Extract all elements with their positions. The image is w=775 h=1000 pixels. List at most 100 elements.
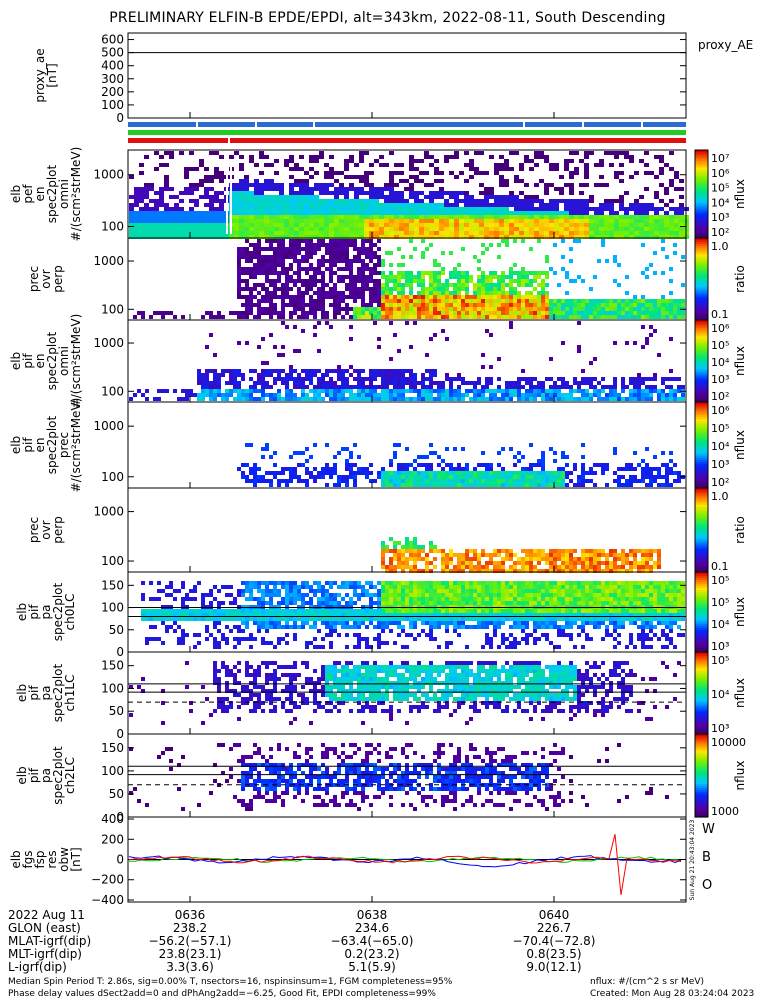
heatmap-cell <box>481 549 485 553</box>
heatmap-cell <box>425 385 429 389</box>
heatmap-cell <box>513 553 517 557</box>
heatmap-cell <box>393 295 397 299</box>
heatmap-cell <box>409 377 413 381</box>
heatmap-cell <box>233 397 237 401</box>
heatmap-cell <box>157 311 161 315</box>
heatmap-cell <box>265 589 269 593</box>
heatmap-cell <box>189 211 194 215</box>
heatmap-cell <box>269 231 274 235</box>
heatmap-cell <box>219 219 224 223</box>
heatmap-cell <box>481 565 485 569</box>
heatmap-cell <box>565 311 569 315</box>
heatmap-cell <box>439 207 444 211</box>
heatmap-cell <box>379 219 384 223</box>
heatmap-cell <box>454 211 459 215</box>
heatmap-cell <box>149 231 154 235</box>
heatmap-cell <box>397 549 401 553</box>
heatmap-cell <box>605 467 609 471</box>
heatmap-cell <box>394 211 399 215</box>
heatmap-cell <box>425 291 429 295</box>
heatmap-cell <box>537 239 541 243</box>
heatmap-cell <box>639 235 644 239</box>
heatmap-cell <box>261 397 265 401</box>
heatmap-cell <box>425 389 429 393</box>
heatmap-cell <box>565 475 569 479</box>
heatmap-cell <box>389 215 394 219</box>
heatmap-cell <box>249 369 253 373</box>
heatmap-cell <box>389 315 393 319</box>
heatmap-cell <box>353 283 357 287</box>
heatmap-cell <box>179 211 184 215</box>
heatmap-cell <box>597 557 601 561</box>
heatmap-cell <box>433 471 437 475</box>
heatmap-cell <box>193 393 197 397</box>
heatmap-cell <box>519 227 524 231</box>
heatmap-cell <box>284 159 289 163</box>
heatmap-cell <box>313 369 317 373</box>
heatmap-cell <box>389 191 394 195</box>
heatmap-cell <box>241 287 245 291</box>
heatmap-cell <box>249 215 254 219</box>
heatmap-cell <box>325 243 329 247</box>
heatmap-cell <box>249 271 253 275</box>
heatmap-cell <box>429 191 434 195</box>
heatmap-cell <box>233 369 237 373</box>
heatmap-cell <box>677 307 681 311</box>
heatmap-cell <box>445 479 449 483</box>
heatmap-cell <box>174 215 179 219</box>
heatmap-cell <box>645 385 649 389</box>
heatmap-cell <box>453 397 457 401</box>
heatmap-cell <box>537 295 541 299</box>
heatmap-cell <box>473 397 477 401</box>
heatmap-cell <box>589 307 593 311</box>
heatmap-cell <box>619 203 624 207</box>
heatmap-cell <box>497 385 501 389</box>
heatmap-cell <box>269 243 273 247</box>
heatmap-cell <box>321 613 325 617</box>
heatmap-cell <box>481 471 485 475</box>
heatmap-cell <box>581 479 585 483</box>
heatmap-cell <box>441 393 445 397</box>
heatmap-cell <box>457 315 461 319</box>
heatmap-cell <box>413 389 417 393</box>
heatmap-cell <box>477 471 481 475</box>
heatmap-cell <box>621 553 625 557</box>
heatmap-cell <box>373 397 377 401</box>
heatmap-cell <box>325 251 329 255</box>
heatmap-cell <box>573 397 577 401</box>
heatmap-cell <box>154 227 159 231</box>
heatmap-cell <box>173 617 177 621</box>
heatmap-cell <box>401 549 405 553</box>
heatmap-cell <box>329 629 333 633</box>
heatmap-cell <box>299 227 304 231</box>
heatmap-cell <box>609 561 613 565</box>
heatmap-cell <box>309 155 314 159</box>
heatmap-cell <box>333 393 337 397</box>
heatmap-cell <box>289 247 293 251</box>
heatmap-cell <box>189 215 194 219</box>
heatmap-cell <box>417 381 421 385</box>
heatmap-cell <box>429 287 433 291</box>
heatmap-cell <box>481 295 485 299</box>
heatmap-cell <box>237 629 241 633</box>
heatmap-cell <box>269 247 273 251</box>
heatmap-cell <box>449 549 453 553</box>
heatmap-cell <box>449 557 453 561</box>
heatmap-cell <box>333 295 337 299</box>
heatmap-cell <box>459 219 464 223</box>
heatmap-cell <box>537 307 541 311</box>
heatmap-cell <box>509 267 513 271</box>
heatmap-cell <box>349 613 353 617</box>
heatmap-cell <box>333 397 337 401</box>
heatmap-cell <box>237 393 241 397</box>
heatmap-cell <box>337 483 341 487</box>
heatmap-cell <box>437 479 441 483</box>
heatmap-cell <box>489 227 494 231</box>
heatmap-cell <box>645 553 649 557</box>
heatmap-cell <box>174 235 179 239</box>
heatmap-cell <box>504 211 509 215</box>
heatmap-cell <box>349 617 353 621</box>
heatmap-cell <box>464 195 469 199</box>
heatmap-cell <box>461 483 465 487</box>
heatmap-cell <box>549 479 553 483</box>
